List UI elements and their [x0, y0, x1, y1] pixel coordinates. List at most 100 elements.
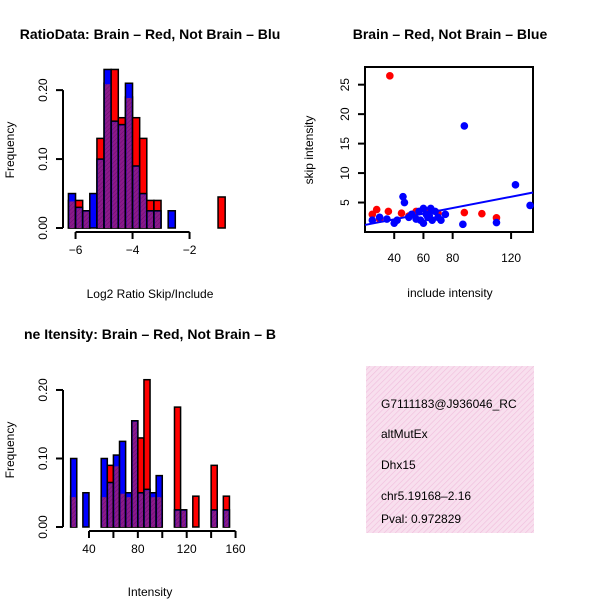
ratio-y-tick-label: 0.00 [36, 216, 50, 240]
scatter-point-notbrain [428, 216, 437, 225]
ratio-bar-overlap [133, 166, 139, 228]
intensity-y-tick-label: 0.10 [36, 446, 50, 470]
scatter-point-brain [397, 209, 406, 217]
scatter-point-brain [460, 208, 469, 217]
intensity-x-tick-label: 40 [82, 542, 96, 556]
ratio-ylabel: Frequency [3, 122, 17, 179]
intensity-axes: 40 80 120 160 0.00 0.10 0.20 [36, 378, 246, 556]
intensity-ylabel: Frequency [3, 422, 17, 479]
intensity-xlabel: Intensity [128, 585, 173, 599]
ratio-xlabel: Log2 Ratio Skip/Include [87, 287, 214, 301]
info-pval: Pval: 0.972829 [381, 512, 461, 526]
intensity-bar-overlap [102, 497, 107, 527]
intensity-y-tick-label: 0.00 [36, 515, 50, 539]
intensity-bar-overlap [120, 493, 125, 527]
ratio-bar-overlap [97, 160, 104, 228]
info-location: chr5.19168–2.16 [381, 489, 471, 503]
info-event-type: altMutEx [381, 427, 428, 441]
info-probe-id: G7111183@J936046_RC [381, 397, 517, 411]
ratio-x-tick-label: −2 [183, 243, 197, 257]
scatter-axes: 40 60 80 120 5 10 15 20 25 [338, 78, 521, 265]
panel-scatter: Brain – Red, Not Brain – Blue 40 60 80 120 5… [302, 26, 547, 300]
scatter-point-brain [386, 72, 394, 80]
intensity-bar-overlap [151, 497, 156, 527]
ratio-bar-notbrain [89, 192, 98, 229]
scatter-y-tick-label: 25 [338, 78, 352, 92]
intensity-bar-overlap [224, 510, 229, 527]
scatter-x-tick-label: 60 [417, 251, 431, 265]
ratio-bar-overlap [112, 122, 118, 228]
ratio-bar-overlap [154, 211, 161, 228]
ratio-bar-overlap [76, 208, 82, 228]
scatter-point-notbrain [400, 198, 409, 207]
panel-intensity-histogram: ne Itensity: Brain – Red, Not Brain – B … [3, 326, 276, 599]
intensity-bar-overlap [181, 510, 186, 527]
ratio-bars [67, 68, 226, 229]
scatter-xlabel: include intensity [407, 286, 492, 300]
intensity-bar-overlap [114, 466, 119, 527]
ratio-bar-overlap [83, 211, 89, 228]
ratio-y-tick-label: 0.10 [36, 147, 50, 171]
scatter-point-notbrain [511, 181, 520, 189]
intensity-bar-notbrain [82, 491, 90, 528]
intensity-bar-overlap [126, 497, 131, 527]
scatter-points [364, 72, 534, 229]
ratio-bar-overlap [105, 84, 111, 228]
scatter-fit-line [364, 191, 534, 226]
ratio-bar-overlap [140, 194, 146, 228]
scatter-y-tick-label: 15 [338, 137, 352, 151]
ratio-bar-brain [217, 196, 226, 229]
scatter-plot-box [364, 66, 534, 233]
intensity-bar-brain [192, 495, 200, 528]
intensity-x-tick-label: 120 [177, 542, 197, 556]
scatter-point-brain [384, 207, 393, 216]
ratio-y-tick-label: 0.20 [36, 78, 50, 102]
ratio-bar-notbrain [167, 210, 177, 229]
intensity-x-tick-label: 160 [226, 542, 246, 556]
ratio-bar-overlap [69, 201, 75, 228]
scatter-y-tick-label: 20 [338, 107, 352, 121]
intensity-bar-overlap [132, 421, 137, 527]
intensity-bar-overlap [157, 497, 162, 527]
scatter-x-tick-label: 40 [388, 251, 402, 265]
scatter-point-notbrain [375, 213, 384, 222]
intensity-bar-overlap [175, 510, 180, 527]
ratio-axes: −6 −4 −2 0.00 0.10 0.20 [36, 78, 197, 257]
scatter-point-notbrain [368, 216, 377, 225]
panel-ratio-histogram: RatioData: Brain – Red, Not Brain – Blu … [3, 26, 280, 301]
intensity-bars [69, 378, 231, 528]
info-gene: Dhx15 [381, 458, 416, 472]
intensity-title: ne Itensity: Brain – Red, Not Brain – B [24, 326, 276, 342]
scatter-point-brain [372, 205, 381, 214]
scatter-point-notbrain [460, 122, 469, 130]
ratio-bar-overlap [126, 98, 132, 229]
intensity-bar-overlap [212, 510, 217, 527]
scatter-x-tick-label: 120 [501, 251, 521, 265]
scatter-point-notbrain [437, 216, 445, 225]
scatter-x-tick-label: 80 [446, 251, 460, 265]
intensity-bar-overlap [108, 483, 113, 527]
intensity-x-tick-label: 80 [131, 542, 145, 556]
intensity-bar-overlap [144, 490, 150, 527]
ratio-x-tick-label: −6 [69, 243, 83, 257]
ratio-bar-overlap [147, 211, 153, 228]
panel-info: G7111183@J936046_RC altMutEx Dhx15 chr5.… [366, 366, 534, 533]
scatter-point-brain [478, 209, 486, 218]
scatter-point-notbrain [492, 218, 501, 227]
scatter-ylabel: skip intensity [302, 116, 316, 185]
scatter-point-notbrain [441, 210, 450, 219]
scatter-y-tick-label: 10 [338, 166, 352, 180]
ratio-title: RatioData: Brain – Red, Not Brain – Blu [20, 26, 281, 42]
intensity-y-tick-label: 0.20 [36, 378, 50, 402]
intensity-bar-brain [173, 406, 182, 528]
scatter-point-notbrain [419, 204, 428, 213]
scatter-point-notbrain [526, 201, 534, 210]
info-box [366, 366, 534, 533]
scatter-point-notbrain [419, 219, 428, 227]
intensity-bar-overlap [138, 493, 143, 527]
scatter-point-notbrain [459, 220, 467, 229]
ratio-bar-overlap [119, 125, 125, 228]
scatter-title: Brain – Red, Not Brain – Blue [353, 26, 548, 42]
scatter-y-tick-label: 5 [338, 199, 352, 206]
